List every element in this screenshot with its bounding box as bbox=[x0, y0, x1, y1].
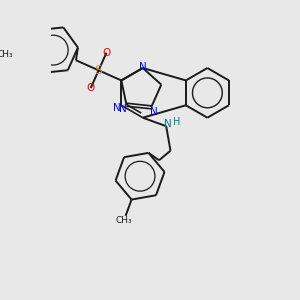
Text: N: N bbox=[113, 103, 121, 113]
Text: H: H bbox=[173, 117, 180, 127]
Text: S: S bbox=[94, 64, 103, 77]
Text: O: O bbox=[87, 83, 95, 93]
Text: CH₃: CH₃ bbox=[115, 216, 132, 225]
Text: O: O bbox=[102, 48, 111, 58]
Text: N: N bbox=[119, 104, 127, 114]
Text: N: N bbox=[150, 107, 158, 117]
Text: N: N bbox=[139, 62, 146, 72]
Text: CH₃: CH₃ bbox=[0, 50, 14, 59]
Text: N: N bbox=[164, 119, 171, 129]
